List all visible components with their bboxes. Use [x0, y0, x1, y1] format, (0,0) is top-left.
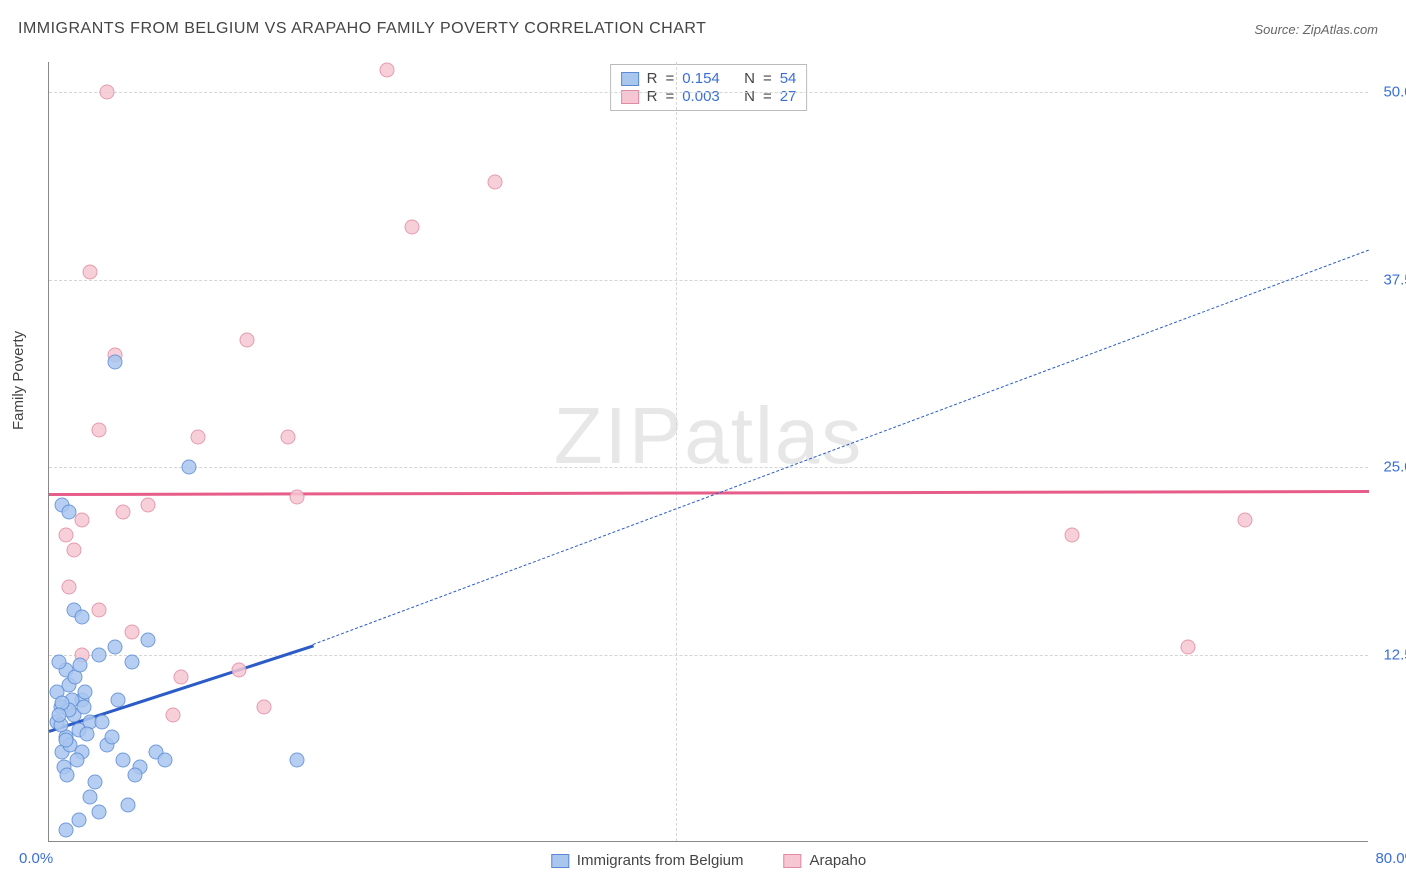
- data-point-pink: [380, 62, 395, 77]
- data-point-pink: [124, 625, 139, 640]
- data-point-blue: [104, 730, 119, 745]
- data-point-blue: [73, 658, 88, 673]
- data-point-blue: [88, 775, 103, 790]
- legend-item-blue: Immigrants from Belgium: [551, 852, 744, 869]
- data-point-pink: [116, 505, 131, 520]
- data-point-blue: [141, 632, 156, 647]
- data-point-pink: [61, 580, 76, 595]
- blue-R-value: 0.154: [682, 70, 720, 87]
- series-name-pink: Arapaho: [810, 852, 867, 869]
- gridline-h: [49, 655, 1368, 656]
- trend-line: [49, 490, 1369, 496]
- legend-row-pink: R = 0.003 N = 27: [621, 88, 797, 105]
- label-eq: =: [665, 88, 674, 105]
- label-eq: =: [665, 70, 674, 87]
- gridline-h: [49, 280, 1368, 281]
- data-point-pink: [91, 602, 106, 617]
- data-point-pink: [405, 220, 420, 235]
- data-point-blue: [51, 707, 66, 722]
- data-point-pink: [1065, 527, 1080, 542]
- y-tick-label: 37.5%: [1374, 271, 1406, 288]
- gridline-h: [49, 467, 1368, 468]
- data-point-blue: [58, 733, 73, 748]
- swatch-blue: [551, 854, 569, 868]
- x-tick-origin: 0.0%: [19, 850, 53, 867]
- gridline-v: [676, 62, 677, 841]
- data-point-blue: [91, 647, 106, 662]
- data-point-blue: [58, 823, 73, 838]
- chart-title: IMMIGRANTS FROM BELGIUM VS ARAPAHO FAMIL…: [18, 20, 706, 38]
- correlation-legend: R = 0.154 N = 54 R = 0.003 N = 27: [610, 64, 808, 111]
- plot-area: ZIPatlas R = 0.154 N = 54 R = 0.003 N = …: [48, 62, 1368, 842]
- source-label: Source: ZipAtlas.com: [1254, 22, 1378, 37]
- data-point-blue: [127, 767, 142, 782]
- label-R: R: [647, 70, 658, 87]
- swatch-blue: [621, 72, 639, 86]
- trend-line-dashed: [313, 250, 1369, 645]
- data-point-blue: [108, 355, 123, 370]
- label-eq: =: [763, 88, 772, 105]
- watermark: ZIPatlas: [554, 390, 863, 482]
- data-point-pink: [1180, 640, 1195, 655]
- data-point-blue: [108, 640, 123, 655]
- y-tick-label: 25.0%: [1374, 459, 1406, 476]
- data-point-blue: [78, 685, 93, 700]
- data-point-pink: [240, 332, 255, 347]
- data-point-pink: [99, 85, 114, 100]
- data-point-blue: [91, 805, 106, 820]
- data-point-blue: [60, 767, 75, 782]
- data-point-blue: [182, 460, 197, 475]
- label-N: N: [744, 70, 755, 87]
- y-axis-label: Family Poverty: [10, 331, 27, 430]
- data-point-pink: [487, 175, 502, 190]
- data-point-pink: [91, 422, 106, 437]
- data-point-blue: [79, 727, 94, 742]
- data-point-pink: [83, 265, 98, 280]
- pink-N-value: 27: [780, 88, 797, 105]
- data-point-pink: [281, 430, 296, 445]
- data-point-blue: [76, 700, 91, 715]
- data-point-pink: [1238, 512, 1253, 527]
- data-point-pink: [66, 542, 81, 557]
- data-point-pink: [174, 670, 189, 685]
- data-point-pink: [231, 662, 246, 677]
- data-point-blue: [289, 752, 304, 767]
- x-tick-end: 80.0%: [1375, 850, 1406, 867]
- data-point-blue: [121, 797, 136, 812]
- pink-R-value: 0.003: [682, 88, 720, 105]
- data-point-pink: [289, 490, 304, 505]
- label-R: R: [647, 88, 658, 105]
- data-point-pink: [141, 497, 156, 512]
- label-N: N: [744, 88, 755, 105]
- data-point-blue: [116, 752, 131, 767]
- data-point-blue: [71, 812, 86, 827]
- label-eq: =: [763, 70, 772, 87]
- data-point-pink: [165, 707, 180, 722]
- data-point-blue: [83, 790, 98, 805]
- data-point-blue: [61, 505, 76, 520]
- data-point-pink: [256, 700, 271, 715]
- data-point-blue: [157, 752, 172, 767]
- data-point-blue: [94, 715, 109, 730]
- series-legend: Immigrants from Belgium Arapaho: [551, 852, 866, 869]
- legend-row-blue: R = 0.154 N = 54: [621, 70, 797, 87]
- data-point-blue: [70, 752, 85, 767]
- legend-item-pink: Arapaho: [784, 852, 867, 869]
- data-point-blue: [111, 692, 126, 707]
- data-point-pink: [75, 512, 90, 527]
- blue-N-value: 54: [780, 70, 797, 87]
- data-point-blue: [75, 610, 90, 625]
- data-point-pink: [58, 527, 73, 542]
- swatch-pink: [784, 854, 802, 868]
- data-point-pink: [190, 430, 205, 445]
- data-point-blue: [51, 655, 66, 670]
- data-point-blue: [124, 655, 139, 670]
- y-tick-label: 50.0%: [1374, 84, 1406, 101]
- gridline-h: [49, 92, 1368, 93]
- series-name-blue: Immigrants from Belgium: [577, 852, 744, 869]
- y-tick-label: 12.5%: [1374, 646, 1406, 663]
